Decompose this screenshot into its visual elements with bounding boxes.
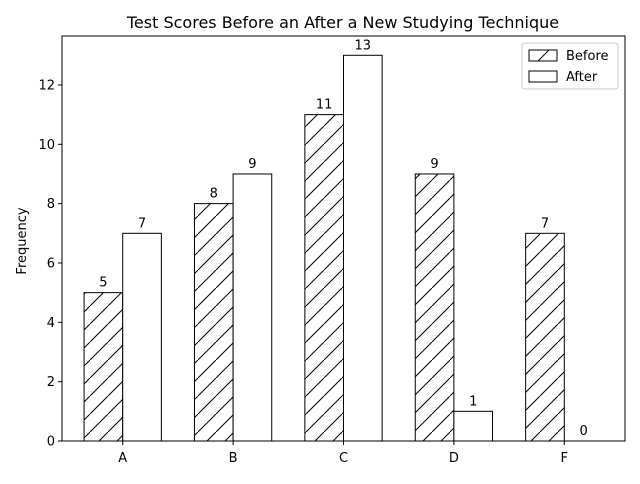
y-tick-label: 12 (38, 78, 55, 93)
bar-before-d (414, 173, 455, 442)
bar-after-a (122, 232, 162, 442)
data-label: 5 (99, 276, 107, 291)
y-tick-label: 2 (47, 375, 55, 390)
legend-label-after: After (566, 70, 598, 85)
legend-swatch-after (528, 70, 558, 83)
bar-before-f (525, 232, 565, 442)
x-tick-label: C (339, 451, 348, 466)
data-label: 11 (316, 98, 333, 113)
legend-label-before: Before (566, 49, 609, 64)
data-label: 0 (579, 424, 587, 439)
y-tick-label: 4 (47, 316, 55, 331)
y-tick-label: 6 (47, 256, 55, 271)
legend: Before After (521, 42, 619, 90)
bar-before-c (304, 114, 344, 442)
y-tick-label: 10 (38, 138, 55, 153)
x-tick-label: A (118, 451, 127, 466)
y-axis-label: Frequency (15, 207, 30, 274)
y-tick-label: 0 (47, 435, 55, 450)
data-label: 9 (248, 157, 256, 172)
bar-after-b (232, 173, 273, 442)
data-label: 7 (138, 216, 146, 231)
legend-hatch-mark (537, 49, 550, 62)
data-label: 7 (541, 216, 549, 231)
data-label: 13 (355, 38, 372, 53)
bar-after-c (343, 54, 383, 442)
y-tick-label: 8 (47, 197, 55, 212)
x-tick-label: D (449, 451, 459, 466)
data-label: 8 (210, 187, 218, 202)
chart-title: Test Scores Before an After a New Studyi… (126, 13, 559, 32)
bar-before-b (193, 203, 234, 442)
bar-before-a (83, 292, 124, 442)
data-label: 9 (430, 157, 438, 172)
bar-after-d (453, 410, 494, 442)
x-tick-label: F (561, 451, 568, 466)
x-tick-label: B (229, 451, 238, 466)
axes-frame (61, 35, 626, 442)
data-label: 1 (469, 394, 477, 409)
